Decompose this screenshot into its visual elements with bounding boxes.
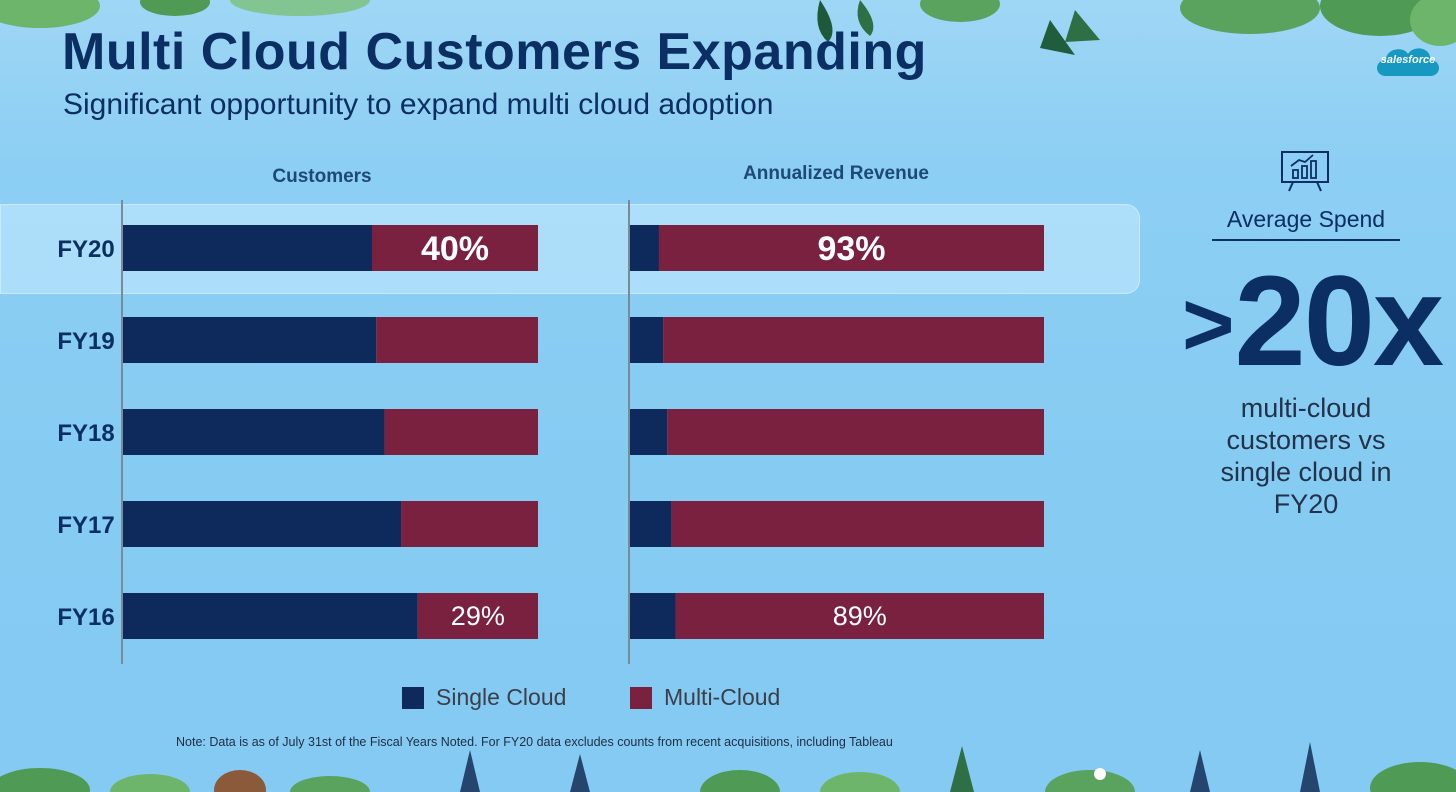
page-subtitle: Significant opportunity to expand multi … <box>63 88 774 121</box>
bar-customers-fy16-multi <box>417 593 538 639</box>
bar-customers-fy17-single <box>123 501 402 547</box>
bar-revenue-fy16-multi <box>675 593 1044 639</box>
bar-revenue-fy20-multi <box>658 225 1044 271</box>
bar-revenue-fy16-single <box>630 593 676 639</box>
spend-multiplier-stat: >20x <box>1168 258 1456 386</box>
bar-customers-fy17-multi <box>401 501 538 547</box>
bar-customers-fy19-multi <box>376 317 538 363</box>
page-title: Multi Cloud Customers Expanding <box>62 23 927 81</box>
bar-revenue-fy19-single <box>630 317 664 363</box>
bar-customers-fy20-single <box>123 225 372 271</box>
data-label-revenue-fy20: 93% <box>817 230 885 268</box>
customers-chart-title: Customers <box>272 166 372 187</box>
salesforce-logo <box>1377 48 1439 76</box>
data-label-customers-fy20: 40% <box>421 230 489 268</box>
bar-customers-fy19-single <box>123 317 377 363</box>
average-spend-label: Average Spend <box>1212 206 1400 241</box>
bar-revenue-fy19-multi <box>663 317 1044 363</box>
legend-single-label: Single Cloud <box>436 684 567 710</box>
bar-revenue-fy18-multi <box>667 409 1044 455</box>
salesforce-logo-text: salesforce <box>1380 54 1436 66</box>
data-label-revenue-fy16: 89% <box>833 601 887 631</box>
bar-revenue-fy17-single <box>630 501 672 547</box>
legend-single-cloud: Single Cloud <box>402 684 566 711</box>
bar-revenue-fy17-multi <box>671 501 1044 547</box>
category-label-fy20: FY20 <box>57 236 114 263</box>
presentation-chart-icon <box>1281 151 1329 192</box>
category-label-fy19: FY19 <box>57 328 114 355</box>
legend-multi-cloud: Multi-Cloud <box>630 684 780 711</box>
data-label-customers-fy16: 29% <box>451 601 505 631</box>
legend-multi-label: Multi-Cloud <box>664 684 781 710</box>
footnote: Note: Data is as of July 31st of the Fis… <box>176 735 893 749</box>
multi-cloud-swatch <box>630 686 652 709</box>
category-label-fy17: FY17 <box>57 512 114 539</box>
bar-customers-fy18-multi <box>384 409 538 455</box>
bar-customers-fy18-single <box>123 409 385 455</box>
bar-customers-fy20-multi <box>372 225 538 271</box>
stat-caption: multi-cloud customers vs single cloud in… <box>1220 393 1392 519</box>
bar-customers-fy16-single <box>123 593 418 639</box>
stat-prefix: > <box>1181 275 1235 375</box>
single-cloud-swatch <box>402 686 424 709</box>
bar-revenue-fy18-single <box>630 409 668 455</box>
stat-value: 20x <box>1234 250 1445 393</box>
category-label-fy18: FY18 <box>57 420 114 447</box>
bar-revenue-fy20-single <box>630 225 659 271</box>
revenue-chart-title: Annualized Revenue <box>743 163 929 184</box>
category-label-fy16: FY16 <box>57 604 114 631</box>
